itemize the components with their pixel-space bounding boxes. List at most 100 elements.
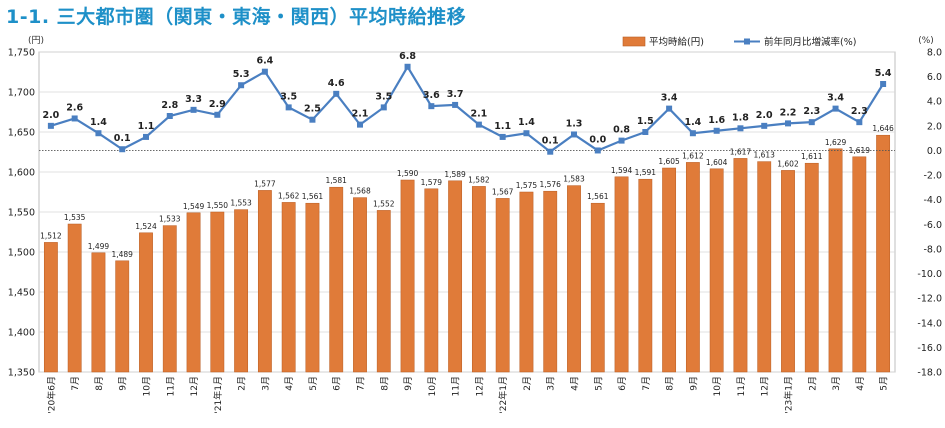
bar	[400, 179, 415, 373]
bar-value-label: 1,568	[349, 187, 371, 196]
line-point	[713, 127, 720, 134]
bar-value-label: 1,581	[325, 176, 347, 185]
bar	[91, 252, 106, 373]
x-tick-label: 11月	[165, 376, 176, 396]
bar	[281, 202, 296, 373]
bar	[781, 170, 795, 373]
left-tick-label: 1,550	[8, 208, 35, 219]
bar	[67, 223, 82, 373]
bar-value-label: 1,562	[278, 191, 300, 200]
bar-value-label: 1,549	[183, 202, 205, 211]
right-tick-label: 2.0	[927, 121, 942, 132]
line-point	[689, 130, 696, 137]
bar	[210, 211, 225, 373]
line-value-label: 1.4	[684, 117, 701, 128]
line-point	[880, 81, 887, 87]
bar	[186, 212, 201, 373]
gridlines	[39, 51, 895, 373]
bar	[567, 185, 581, 373]
bar-value-label: 1,577	[254, 179, 276, 188]
line-value-label: 3.3	[185, 94, 202, 105]
line-value-label: 2.0	[42, 110, 59, 121]
x-tick-label: 3月	[546, 376, 557, 391]
line-point	[309, 116, 316, 123]
line-point	[475, 121, 482, 128]
x-tick-label: 4月	[284, 376, 295, 391]
x-tick-label: 10月	[712, 376, 723, 396]
right-tick-label: 6.0	[927, 72, 942, 83]
line-value-label: 1.6	[708, 115, 725, 126]
line-value-label: 2.1	[352, 109, 369, 120]
bar-value-label: 1,550	[207, 201, 229, 210]
x-tick-label: 10月	[142, 376, 153, 396]
bar	[257, 190, 272, 373]
bar-value-label: 1,619	[849, 146, 871, 155]
bar	[828, 148, 843, 373]
line-value-label: 2.3	[803, 106, 820, 117]
line-value-label: 2.6	[66, 102, 83, 113]
line-point	[856, 119, 863, 126]
line-point	[571, 131, 577, 138]
line-value-label: 3.4	[661, 93, 678, 104]
right-tick-label: -6.0	[923, 220, 942, 231]
legend-line-marker	[744, 38, 750, 45]
line-point	[452, 101, 459, 108]
x-tick-label: 7月	[70, 376, 81, 391]
line-value-label: 0.1	[542, 136, 559, 147]
right-axis: (%) -18.0 -16.0 -14.0 -12.0 -10.0 -8.0 -6.0 -4.…	[917, 36, 942, 379]
right-tick-label: -14.0	[917, 318, 942, 329]
line-point	[71, 115, 78, 122]
x-tick-label: 7月	[641, 376, 652, 391]
line-point	[594, 147, 601, 154]
legend-line-label: 前年同月比増減率(%)	[764, 36, 856, 48]
line-point	[523, 130, 530, 137]
line-point	[737, 125, 744, 132]
right-tick-label: -2.0	[923, 171, 942, 182]
line-value-label: 1.4	[518, 117, 535, 128]
line-value-label: 2.8	[161, 100, 178, 111]
bar-value-label: 1,499	[88, 242, 110, 251]
line-point	[190, 106, 197, 113]
line-value-label: 0.8	[613, 125, 630, 136]
x-axis: '20年6月 7月 8月 9月 10月 11月 12月 '21年1月 2月 3月 4月 5月 6月 7月 8…	[45, 376, 889, 414]
line-point	[47, 122, 54, 129]
bar-value-label: 1,602	[777, 159, 799, 168]
line-data-labels: 2.0 2.6 1.4 0.1 1.1 2.8 3.3 2.9 5.3 6.4 3.5 2.5 4.6 2…	[42, 51, 891, 147]
x-tick-label: 9月	[403, 376, 414, 391]
x-tick-label: '22年1月	[497, 376, 509, 414]
yoy-line	[50, 64, 885, 154]
bar-series	[43, 134, 891, 373]
line-point	[428, 103, 435, 110]
line-point	[618, 137, 625, 144]
right-tick-label: -10.0	[917, 269, 942, 280]
bar-value-label: 1,604	[706, 158, 728, 167]
bar-value-label: 1,605	[658, 157, 680, 166]
bar-value-label: 1,582	[468, 175, 490, 184]
line-point	[238, 82, 245, 89]
bar	[804, 162, 819, 373]
line-point	[404, 63, 411, 70]
line-value-label: 0.0	[589, 134, 606, 145]
bar-value-label: 1,617	[730, 147, 752, 156]
bar-value-label: 1,646	[872, 124, 894, 133]
line-value-label: 3.5	[280, 91, 297, 102]
left-axis: (円) 1,350 1,400 1,450 1,500 1,550 1,600 1,650 1…	[8, 35, 44, 379]
bar	[162, 225, 177, 373]
line-value-label: 1.1	[138, 121, 155, 132]
bar-value-label: 1,489	[111, 250, 133, 259]
x-tick-label: 8月	[94, 376, 105, 391]
bar-value-label: 1,535	[64, 213, 86, 222]
bar-value-label: 1,613	[753, 151, 775, 160]
right-tick-label: 0.0	[927, 146, 942, 157]
left-tick-label: 1,650	[8, 128, 35, 139]
x-tick-label: 12月	[474, 376, 485, 396]
line-value-label: 2.2	[780, 107, 797, 118]
left-tick-label: 1,700	[8, 88, 35, 99]
bar-value-label: 1,611	[801, 152, 823, 161]
line-point	[261, 68, 268, 75]
line-point	[119, 146, 126, 153]
right-axis-unit: (%)	[918, 36, 934, 46]
bar	[424, 188, 439, 373]
bar	[709, 168, 724, 373]
